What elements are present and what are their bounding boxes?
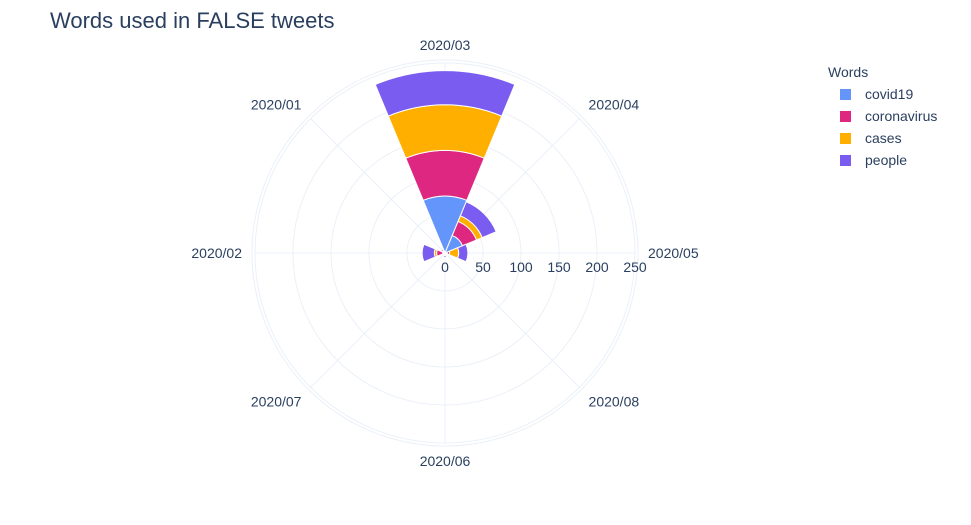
legend-swatch: [840, 110, 851, 122]
angular-tick-label: 2020/06: [420, 453, 471, 469]
angular-tick-label: 2020/04: [589, 96, 640, 112]
legend-label: people: [865, 152, 908, 168]
bar-cases-2020-03[interactable]: [387, 104, 503, 159]
angular-gridline: [310, 118, 446, 254]
legend-label: coronavirus: [865, 108, 938, 124]
angular-gridline: [310, 252, 446, 388]
legend-item-people[interactable]: people: [828, 149, 937, 171]
chart-title: Words used in FALSE tweets: [50, 8, 335, 33]
legend-swatch: [840, 132, 851, 144]
angular-tick-label: 2020/08: [589, 394, 640, 410]
radial-axis: 0 50 100 150 200 250: [441, 259, 647, 275]
angular-tick-label: 2020/02: [191, 245, 242, 261]
angular-tick-label: 2020/05: [648, 245, 699, 261]
bar-people-2020-01[interactable]: [440, 248, 445, 253]
radial-tick-label: 0: [441, 259, 449, 275]
legend-item-cases[interactable]: cases: [828, 127, 937, 149]
legend-swatch: [840, 88, 851, 100]
legend-label: covid19: [865, 86, 914, 102]
angular-gridline: [444, 252, 580, 388]
bar-coronavirus-2020-03[interactable]: [405, 149, 485, 201]
bar-people-2020-03[interactable]: [374, 70, 516, 117]
legend-title: Words: [828, 64, 869, 80]
outer-frame: [251, 59, 639, 447]
radial-tick-label: 250: [623, 259, 647, 275]
bar-people-2020-04[interactable]: [459, 201, 497, 239]
legend-label: cases: [865, 130, 902, 146]
angular-tick-label: 2020/03: [420, 37, 471, 53]
bars-layer[interactable]: [374, 70, 516, 263]
radial-tick-label: 200: [585, 259, 609, 275]
legend-item-covid19[interactable]: covid19: [828, 83, 937, 105]
angular-tick-label: 2020/01: [251, 96, 302, 112]
radial-tick-label: 100: [509, 259, 533, 275]
radial-tick-label: 150: [547, 259, 571, 275]
bar-people-2020-05[interactable]: [456, 243, 469, 263]
legend: Words covid19 coronavirus cases people: [828, 64, 937, 171]
bar-people-2020-02[interactable]: [421, 243, 436, 263]
angular-axis: 2020/03 2020/04 2020/05 2020/08 2020/06 2020/…: [191, 37, 698, 469]
legend-item-coronavirus[interactable]: coronavirus: [828, 105, 937, 127]
angular-tick-label: 2020/07: [251, 394, 302, 410]
radial-tick-label: 50: [475, 259, 491, 275]
legend-swatch: [840, 154, 851, 166]
